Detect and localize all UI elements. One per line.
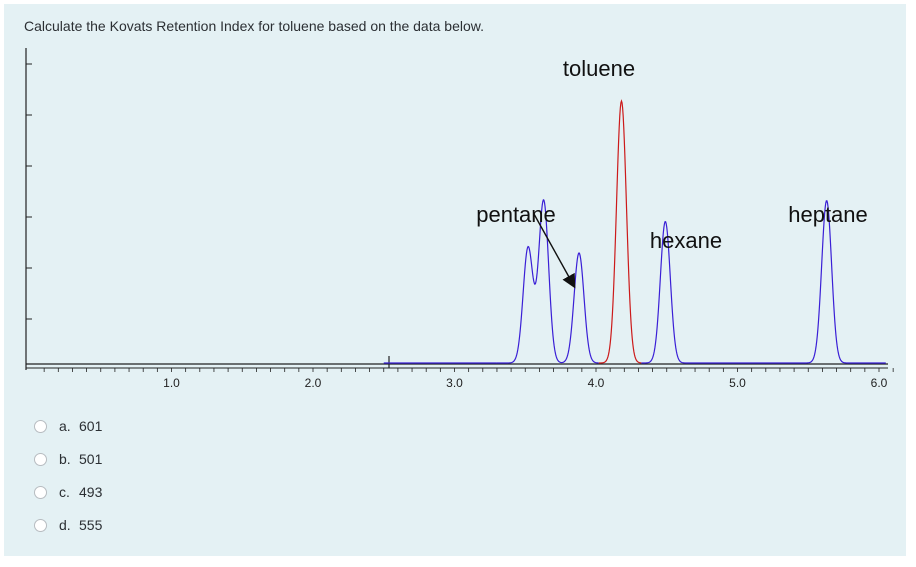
peaks-layer [496,99,886,364]
radio-icon[interactable] [34,485,47,499]
option-a[interactable]: a. 601 [34,414,234,438]
x-tick-label: 4.0 [588,376,605,390]
option-letter: a. [59,418,71,434]
hydrocarbon-peak-trace [496,198,599,364]
pentane-arrow [533,213,576,289]
radio-icon[interactable] [34,419,47,433]
peak-label-pentane: pentane [476,202,556,227]
x-tick-label: 1.0 [163,376,180,390]
x-tick-label: 3.0 [446,376,463,390]
x-tick-label: 2.0 [305,376,322,390]
x-tick-label: 5.0 [729,376,746,390]
chromatogram-chart: 1.0 2.0 3.0 4.0 5.0 6.0 toluene pentane hexane h… [25,48,894,390]
option-c[interactable]: c. 493 [34,480,234,504]
peak-labels: toluene pentane hexane heptane [476,56,868,253]
question-text: Calculate the Kovats Retention Index for… [24,18,484,34]
x-minor-ticks [43,368,894,372]
radio-icon[interactable] [34,452,47,466]
peak-label-heptane: heptane [788,202,868,227]
option-value: 555 [79,517,103,533]
radio-icon[interactable] [34,518,47,532]
option-letter: b. [59,451,71,467]
option-value: 493 [79,484,103,500]
x-tick-label: 6.0 [871,376,888,390]
option-letter: c. [59,484,70,500]
question-card: Calculate the Kovats Retention Index for… [4,4,906,556]
option-d[interactable]: d. 555 [34,513,234,537]
option-b[interactable]: b. 501 [34,447,234,471]
option-letter: d. [59,517,71,533]
y-ticks [26,63,32,320]
option-value: 601 [79,418,103,434]
peak-label-toluene: toluene [563,56,635,81]
option-value: 501 [79,451,103,467]
hydrocarbon-peak-trace [641,200,886,364]
peak-label-hexane: hexane [650,228,722,253]
toluene-peak-trace [598,99,642,364]
x-tick-labels: 1.0 2.0 3.0 4.0 5.0 6.0 [163,376,888,390]
